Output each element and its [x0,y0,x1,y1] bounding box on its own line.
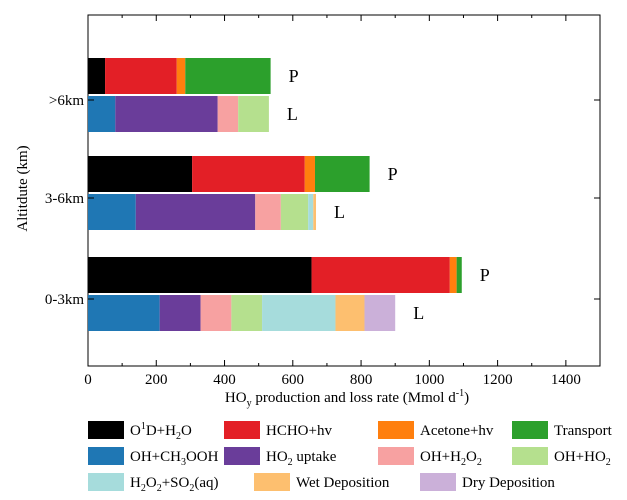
bar-segment-03km-loss-h2o2_so2 [262,295,336,331]
bar-segment-03km-loss-ho2_uptake [159,295,201,331]
legend-item-o1d_h2o: O1​D+H2​O [88,421,192,442]
bar-segment-6km-production-transport [185,58,271,94]
legend-item-dry_dep: Dry Deposition [420,473,555,491]
bar-segment-6km-production-acetone_hv [176,58,186,94]
legend-label: Transport [554,423,613,439]
bar-segment-36km-loss-ho2_uptake [135,194,256,230]
bar-segment-6km-loss-oh_ch3ooh [88,96,116,132]
legend-label: O1​D+H2​O [130,421,192,442]
y-tick-label: 0-3km [45,292,84,308]
legend-swatch [88,421,124,439]
x-tick-label: 200 [145,372,168,388]
y-tick-label: >6km [49,93,84,109]
bar-segment-36km-production-acetone_hv [304,156,315,192]
production-label-03km: P [480,265,490,285]
bar-segment-36km-loss-oh_ho2 [280,194,309,230]
bar-segment-36km-production-transport [314,156,370,192]
bar-segment-03km-loss-dry_dep [364,295,396,331]
legend-swatch [378,421,414,439]
production-label-36km: P [388,164,398,184]
bar-segment-36km-production-hcho_hv [192,156,305,192]
x-axis-title: HOy​ production and loss rate (Mmol d-1​… [225,388,469,409]
bar-segment-03km-loss-oh_h2o2 [200,295,232,331]
y-tick-label: 3-6km [45,191,84,207]
bar-segment-03km-production-o1d_h2o [88,257,312,293]
legend-swatch [420,473,456,491]
legend-label: Acetone+hv [420,423,494,439]
bar-segment-03km-loss-oh_ch3ooh [88,295,160,331]
x-tick-label: 600 [282,372,305,388]
bar-segment-03km-production-acetone_hv [449,257,457,293]
legend-label: OH+H2​O2​ [420,449,482,468]
bar-segment-36km-loss-oh_h2o2 [255,194,281,230]
legend-item-acetone_hv: Acetone+hv [378,421,494,439]
legend-label: HCHO+hv [266,423,332,439]
legend-swatch [378,447,414,465]
production-label-6km: P [289,66,299,86]
legend-item-h2o2_so2: H2​O2​+SO2​(aq) [88,473,218,494]
legend-swatch [88,447,124,465]
loss-label-36km: L [334,202,345,222]
legend-item-hcho_hv: HCHO+hv [224,421,332,439]
x-tick-label: 1000 [414,372,444,388]
legend-swatch [512,447,548,465]
x-tick-label: 400 [213,372,236,388]
bar-segment-6km-loss-oh_ho2 [238,96,269,132]
bar-segment-36km-loss-wet_dep [313,194,317,230]
x-tick-label: 0 [84,372,92,388]
x-tick-label: 1200 [483,372,513,388]
loss-label-6km: L [287,104,298,124]
legend-label: OH+CH3​OOH [130,449,219,468]
legend-label: Dry Deposition [462,475,555,491]
bar-segment-03km-loss-wet_dep [335,295,365,331]
bar-segment-03km-production-transport [456,257,462,293]
x-tick-label: 1400 [551,372,581,388]
legend-label: OH+HO2​ [554,449,611,468]
bar-segment-03km-loss-oh_ho2 [231,295,263,331]
legend-label: H2​O2​+SO2​(aq) [130,475,218,494]
bar-segment-03km-production-hcho_hv [311,257,450,293]
legend-item-wet_dep: Wet Deposition [254,473,390,491]
legend-swatch [224,421,260,439]
legend-item-transport: Transport [512,421,613,439]
legend-label: HO2​ uptake [266,449,337,468]
legend-item-oh_h2o2: OH+H2​O2​ [378,447,482,468]
legend-item-oh_ch3ooh: OH+CH3​OOH [88,447,219,468]
legend-label: Wet Deposition [296,475,390,491]
legend-swatch [88,473,124,491]
legend-swatch [224,447,260,465]
legend-swatch [512,421,548,439]
bar-segment-36km-loss-h2o2_so2 [308,194,314,230]
loss-label-03km: L [413,303,424,323]
bar-segment-6km-production-hcho_hv [105,58,177,94]
bar-segment-6km-loss-oh_h2o2 [217,96,239,132]
y-axis-title: Altitdute (km) [15,145,31,231]
x-tick-label: 800 [350,372,373,388]
bar-segment-6km-loss-ho2_uptake [115,96,218,132]
legend-item-oh_ho2: OH+HO2​ [512,447,611,468]
legend-item-ho2_uptake: HO2​ uptake [224,447,337,468]
bar-segment-6km-production-o1d_h2o [88,58,106,94]
legend-swatch [254,473,290,491]
bar-segment-36km-loss-oh_ch3ooh [88,194,136,230]
bar-segment-36km-production-o1d_h2o [88,156,193,192]
